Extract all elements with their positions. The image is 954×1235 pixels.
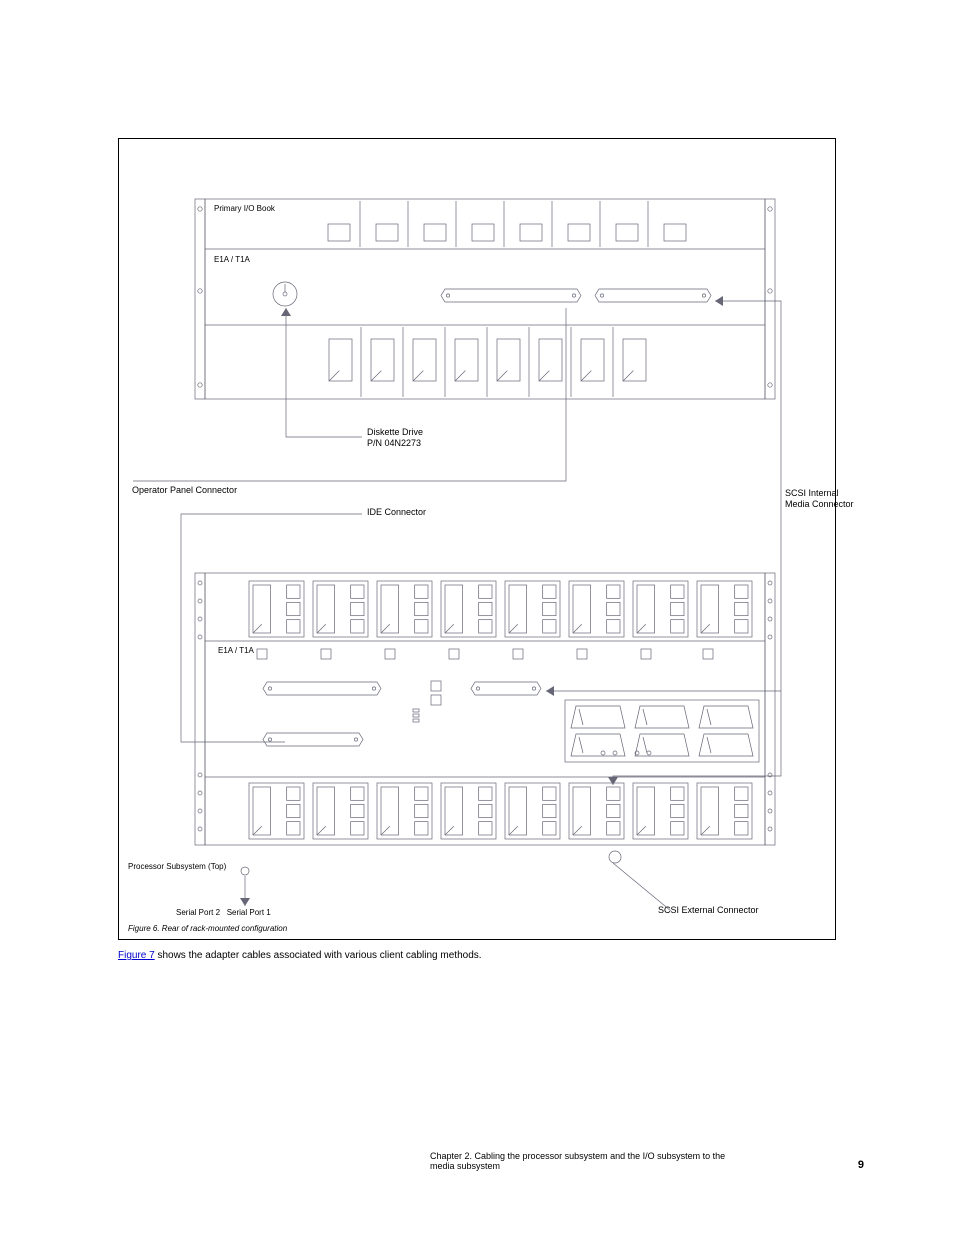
unit1-sub-label: E1A / T1A [214, 255, 250, 265]
ops-panel-label: Operator Panel Connector [132, 485, 237, 496]
scsi-ext-label: SCSI External Connector [658, 905, 759, 916]
footer-right: 9 [858, 1159, 864, 1171]
diskette-line2: P/N 04N2273 [367, 438, 421, 448]
unit1-title-label: Primary I/O Book [214, 204, 275, 214]
diskette-line1: Diskette Drive [367, 427, 423, 437]
page: Primary I/O Book E1A / T1A Diskette Driv… [0, 0, 954, 1235]
figure-link[interactable]: Figure 7 [118, 950, 155, 961]
diskette-label: Diskette Drive P/N 04N2273 [367, 427, 423, 450]
bottom-ports-label: Serial Port 2 Serial Port 1 [176, 908, 271, 918]
unit2-sub-label: E1A / T1A [218, 646, 254, 656]
footer-left: Chapter 2. Cabling the processor subsyst… [430, 1151, 850, 1171]
caption-rest: shows the adapter cables associated with… [155, 950, 482, 961]
caption-line: Figure 7 shows the adapter cables associ… [118, 950, 836, 961]
ide-label: IDE Connector [367, 507, 426, 518]
scsi-int-label: SCSI Internal Media Connector [785, 488, 854, 511]
proc-top-label: Processor Subsystem (Top) [128, 862, 226, 872]
scsi-int-line1: SCSI Internal [785, 488, 839, 498]
scsi-int-line2: Media Connector [785, 499, 854, 509]
figure-caption-label: Figure 6. Rear of rack-mounted configura… [128, 924, 287, 934]
